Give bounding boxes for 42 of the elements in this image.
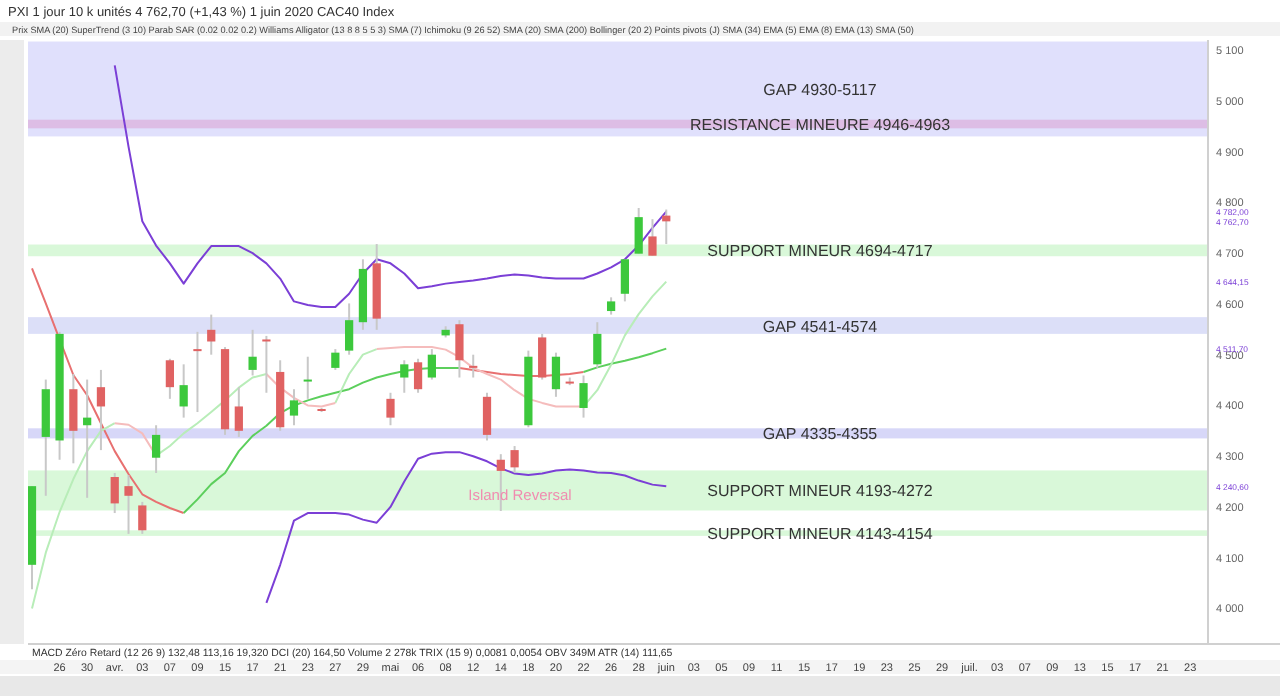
band-label: GAP 4930-5117 [763, 80, 878, 99]
candlestick [579, 374, 588, 419]
candlestick [413, 357, 423, 394]
candlestick [262, 334, 271, 394]
candlestick [593, 321, 602, 369]
candlestick [303, 355, 312, 400]
candlestick [234, 386, 243, 438]
candlestick [386, 391, 395, 427]
candlestick [248, 328, 257, 377]
candlestick [41, 378, 50, 497]
candlestick [165, 357, 174, 400]
candlestick [551, 351, 561, 398]
band-label: RESISTANCE MINEURE 4946-4963 [689, 116, 952, 134]
candlestick [138, 500, 147, 535]
band-label: GAP 4541-4574 [762, 317, 879, 336]
candlestick [345, 302, 354, 356]
candlestick [331, 348, 340, 371]
candlestick [151, 424, 161, 474]
line-series [113, 64, 668, 308]
candlestick [538, 332, 547, 381]
candlestick [179, 363, 188, 419]
candlestick [193, 330, 202, 414]
candlestick [427, 348, 436, 381]
candlestick [482, 391, 492, 442]
candlestick [469, 353, 478, 379]
candlestick [289, 388, 299, 427]
band-label: GAP 4335-4355 [762, 425, 879, 444]
candlestick [124, 473, 133, 535]
candlestick [620, 258, 630, 303]
candlestick [110, 471, 119, 515]
candlestick [634, 207, 643, 255]
candlestick [648, 218, 657, 257]
line-series [265, 451, 668, 604]
candlestick [207, 313, 216, 356]
band-label: SUPPORT MINEUR 4193-4272 [707, 482, 934, 501]
candlestick [69, 372, 78, 465]
candlestick [455, 319, 464, 379]
band-label: SUPPORT MINEUR 4143-4154 [707, 525, 934, 544]
candlestick [400, 359, 409, 394]
band-label: SUPPORT MINEUR 4694-4717 [707, 242, 934, 261]
candlestick [510, 445, 519, 474]
candlestick [96, 368, 106, 452]
